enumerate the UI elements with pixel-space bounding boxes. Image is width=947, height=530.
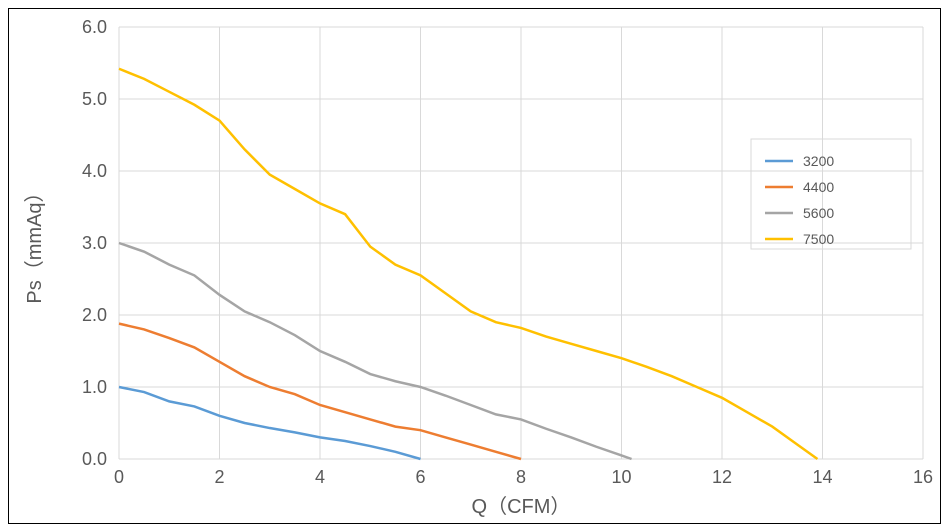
y-tick-label: 2.0	[82, 305, 107, 325]
x-axis-label: Q（CFM）	[472, 495, 571, 518]
x-tick-label: 14	[812, 467, 832, 487]
x-tick-label: 2	[214, 467, 224, 487]
chart-container: 0.0 1.0 2.0 3.0 4.0 5.0 6.0 0 2 4 6 8 10 12 14 16 Q（CFM）…	[0, 0, 947, 530]
x-tick-label: 4	[315, 467, 325, 487]
series-3200	[119, 387, 421, 459]
x-tick-label: 10	[611, 467, 631, 487]
series-7500	[119, 69, 817, 459]
x-tick-label: 0	[114, 467, 124, 487]
series-5600	[119, 243, 632, 459]
line-chart: 0.0 1.0 2.0 3.0 4.0 5.0 6.0 0 2 4 6 8 10 12 14 16 Q（CFM）…	[9, 9, 938, 521]
y-tick-label: 6.0	[82, 17, 107, 37]
legend-label: 5600	[803, 205, 834, 221]
legend-label: 7500	[803, 231, 834, 247]
x-tick-label: 16	[913, 467, 933, 487]
y-tick-label: 3.0	[82, 233, 107, 253]
x-tick-label: 8	[516, 467, 526, 487]
y-tick-label: 5.0	[82, 89, 107, 109]
y-tick-label: 0.0	[82, 449, 107, 469]
x-tick-label: 6	[415, 467, 425, 487]
y-tick-label: 1.0	[82, 377, 107, 397]
y-axis-label: Ps（mmAq）	[23, 182, 46, 303]
y-tick-label: 4.0	[82, 161, 107, 181]
x-tick-label: 12	[712, 467, 732, 487]
legend-label: 3200	[803, 153, 834, 169]
legend-label: 4400	[803, 179, 834, 195]
chart-border: 0.0 1.0 2.0 3.0 4.0 5.0 6.0 0 2 4 6 8 10 12 14 16 Q（CFM）…	[8, 8, 941, 524]
